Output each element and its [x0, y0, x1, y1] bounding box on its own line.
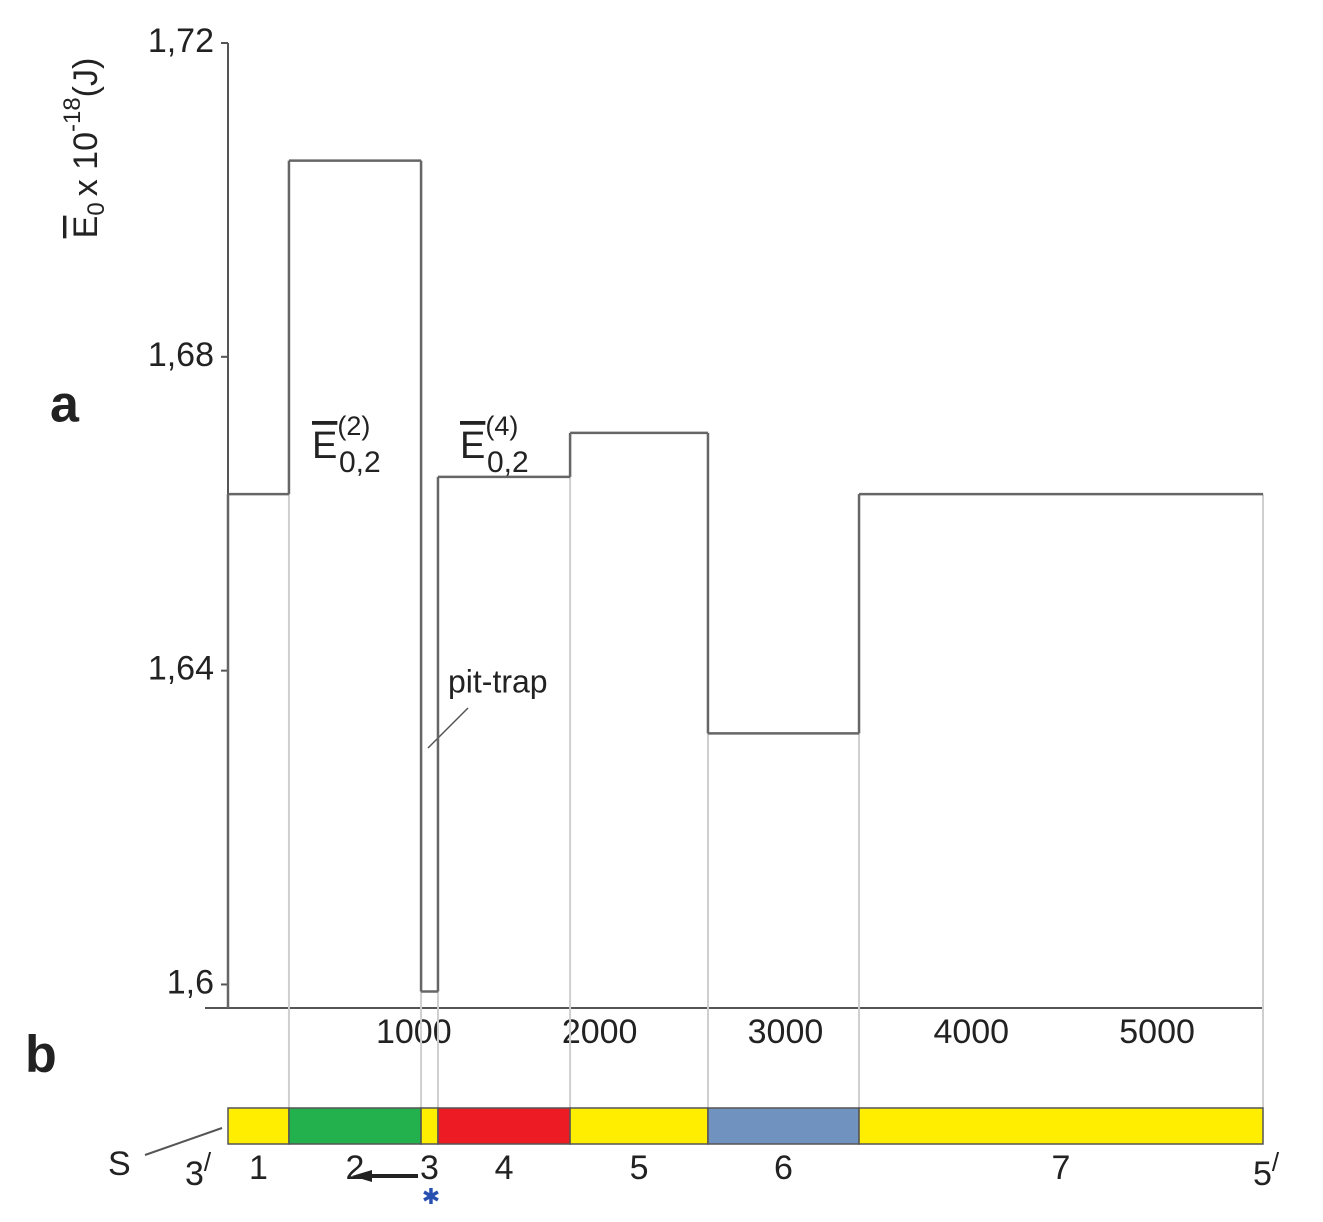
panel-label: b	[25, 1026, 57, 1084]
energy-superscript: (2)	[337, 411, 370, 441]
region	[858, 1107, 1264, 1145]
region-label: 1	[249, 1149, 268, 1187]
y-label-text: x 10	[67, 132, 105, 196]
y-label-unit: (J)	[67, 58, 105, 98]
region	[288, 1107, 422, 1145]
region	[569, 1107, 709, 1145]
y-label-symbol: E	[67, 216, 105, 239]
energy-superscript: (4)	[485, 411, 518, 441]
star-marker: ✱	[422, 1184, 440, 1209]
energy-label: E(4) 0,2	[460, 411, 529, 479]
y-label-subscript: 0	[83, 202, 110, 215]
energy-symbol: E	[460, 425, 485, 467]
region-label: 5	[630, 1149, 649, 1187]
region-label: 6	[774, 1149, 793, 1187]
y-label-superscript: -18	[59, 97, 86, 132]
y-tick-label: 1,68	[148, 336, 214, 374]
energy-subscript: 0,2	[487, 446, 529, 479]
energy-symbol: E	[312, 425, 337, 467]
x-tick-label: 4000	[933, 1013, 1009, 1051]
strand-end: 5/	[1253, 1147, 1280, 1193]
x-tick-label: 2000	[562, 1013, 638, 1051]
y-tick-label: 1,6	[167, 963, 214, 1001]
arrow-head	[352, 1170, 372, 1182]
region	[227, 1107, 290, 1145]
prime: /	[204, 1147, 212, 1177]
region	[437, 1107, 571, 1145]
pointer-line	[427, 707, 469, 749]
x-tick-label: 1000	[376, 1013, 452, 1051]
region	[420, 1107, 439, 1145]
region-label: 2	[346, 1149, 365, 1187]
energy-label: E(2) 0,2	[312, 411, 381, 479]
y-label-text: E0 x 10-18(J)	[59, 58, 110, 239]
pointer-line	[144, 1127, 223, 1156]
strand-end: 3/	[185, 1147, 212, 1193]
region-label: 4	[495, 1149, 514, 1187]
y-tick-label: 1,64	[148, 650, 214, 688]
region-label: 7	[1052, 1149, 1071, 1187]
panel-label: a	[50, 376, 80, 434]
region	[707, 1107, 860, 1145]
region-label: 3	[420, 1149, 439, 1187]
strand-label: S	[108, 1145, 131, 1183]
y-tick-label: 1,72	[148, 22, 214, 60]
y-axis-label: E0 x 10-18(J)	[59, 58, 110, 239]
strand-end-number: 3	[185, 1155, 204, 1193]
x-tick-label: 5000	[1119, 1013, 1195, 1051]
energy-subscript: 0,2	[339, 446, 381, 479]
annotation: pit-trap	[448, 663, 548, 699]
strand-end-number: 5	[1253, 1155, 1272, 1193]
prime: /	[1272, 1147, 1280, 1177]
x-tick-label: 3000	[748, 1013, 824, 1051]
